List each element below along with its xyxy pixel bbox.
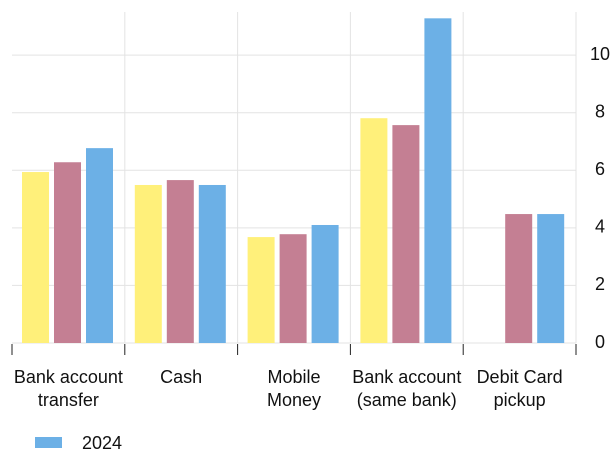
x-tick-label: Bank account (same bank) [352, 367, 462, 410]
bar [311, 224, 339, 343]
bar [505, 214, 533, 343]
legend-label: 2024 [82, 433, 122, 452]
x-tick-label: Mobile Money [266, 367, 322, 410]
x-tick-label: Debit Card pickup [476, 367, 563, 410]
y-tick-label: 2 [595, 274, 605, 294]
bar [22, 172, 49, 343]
bar [198, 184, 226, 343]
bar [424, 18, 452, 343]
bar [166, 180, 194, 343]
bar [134, 184, 162, 343]
bar [392, 125, 420, 343]
bar [54, 162, 81, 343]
y-tick-label: 10 [590, 44, 610, 64]
bar [537, 214, 565, 343]
bar [86, 148, 113, 343]
bar [247, 237, 275, 343]
y-tick-label: 4 [595, 217, 605, 237]
bar [279, 234, 307, 343]
y-tick-label: 0 [595, 332, 605, 352]
bar [360, 118, 388, 343]
y-tick-label: 8 [595, 101, 605, 121]
legend-swatch [35, 437, 62, 448]
y-tick-label: 6 [595, 159, 605, 179]
x-tick-label: Bank account transfer [13, 367, 123, 410]
x-tick-label: Cash [160, 367, 203, 387]
